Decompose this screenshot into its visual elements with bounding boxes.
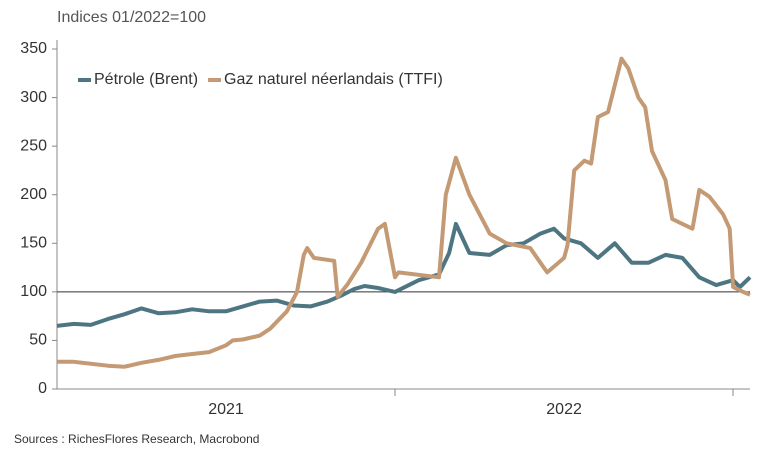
y-tick-label: 250 bbox=[20, 137, 47, 154]
series-line bbox=[56, 221, 752, 328]
x-tick-label: 2021 bbox=[208, 401, 244, 418]
y-tick-label: 100 bbox=[20, 283, 47, 300]
y-tick-label: 200 bbox=[20, 186, 47, 203]
y-tick-label: 150 bbox=[20, 235, 47, 252]
x-tick-label: 2022 bbox=[546, 401, 582, 418]
y-tick-label: 350 bbox=[20, 40, 47, 57]
y-tick-label: 50 bbox=[29, 332, 47, 349]
legend-label: Pétrole (Brent) bbox=[94, 71, 198, 88]
axis-label: Indices 01/2022=100 bbox=[57, 9, 206, 26]
source: Sources : RichesFlores Research, Macrobo… bbox=[14, 432, 259, 446]
series-line bbox=[57, 56, 751, 369]
y-tick-label: 300 bbox=[20, 89, 47, 106]
legend-label: Gaz naturel néerlandais (TTFI) bbox=[224, 71, 443, 88]
y-tick-label: 0 bbox=[38, 380, 47, 397]
